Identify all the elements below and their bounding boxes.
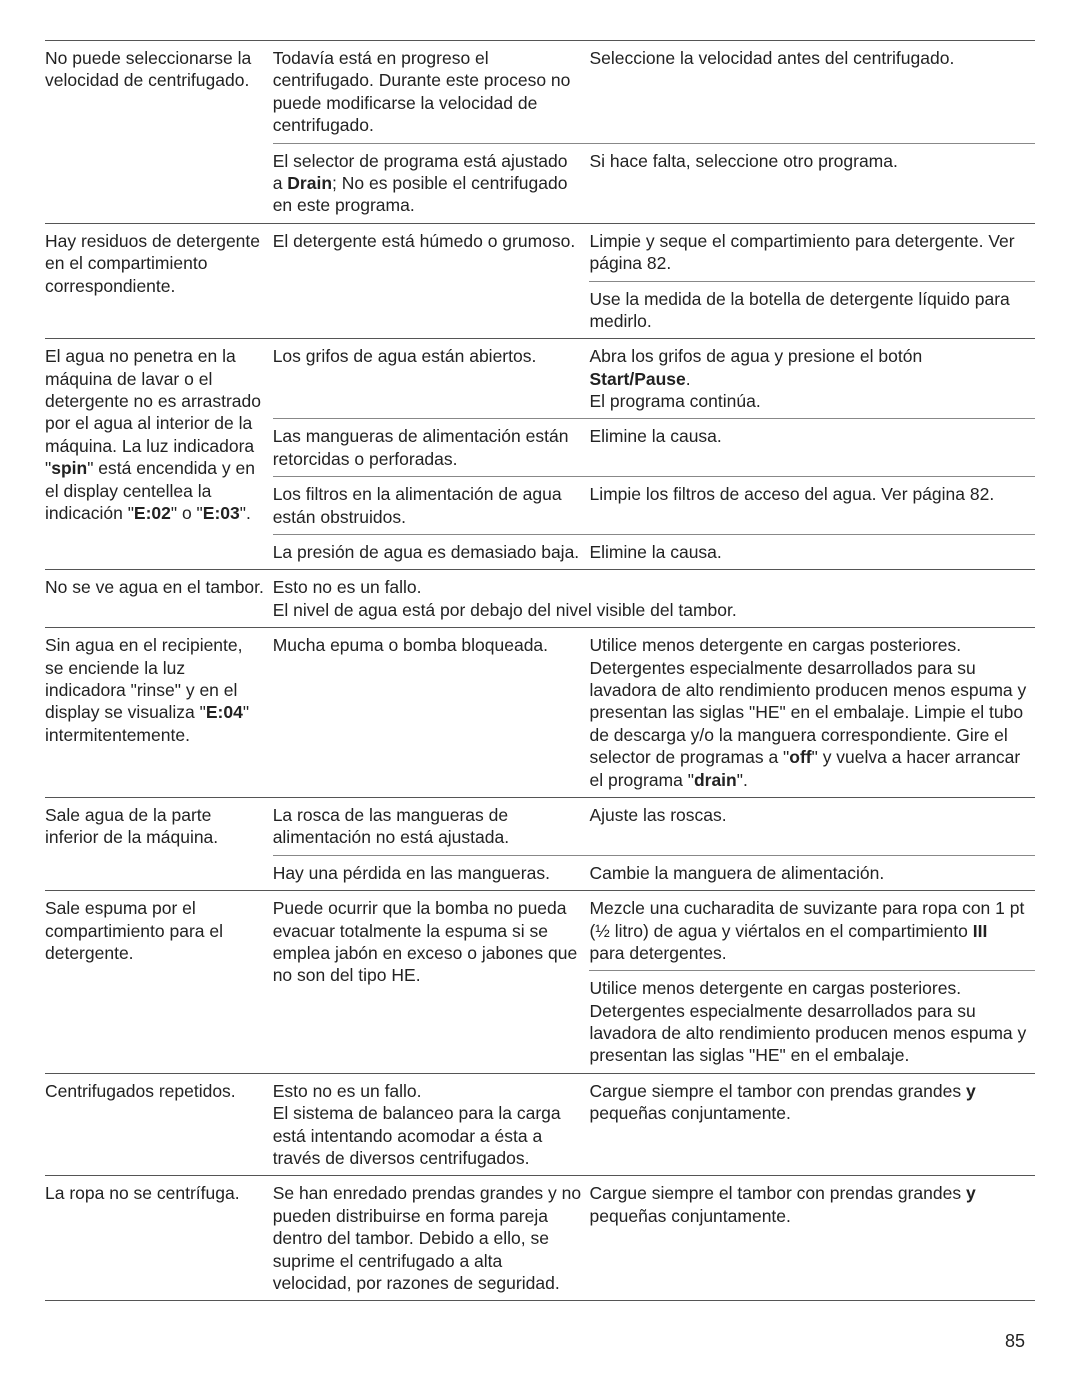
table-row: Sale espuma por el compartimiento para e… [45,891,1035,971]
table-cell: Hay residuos de detergente en el compart… [45,223,273,339]
table-cell: Limpie los filtros de acceso del agua. V… [589,477,1035,535]
page-content: No puede seleccionarse la velocidad de c… [0,0,1080,1301]
table-row: Sale agua de la parte inferior de la máq… [45,797,1035,855]
table-cell: Cambie la manguera de alimentación. [589,855,1035,890]
table-cell: Sin agua en el recipiente, se enciende l… [45,628,273,798]
table-cell: Las mangueras de alimentación están reto… [273,419,590,477]
table-cell: Todavía está en progreso el centrifugado… [273,41,590,144]
table-row: Hay residuos de detergente en el compart… [45,223,1035,281]
table-cell: Seleccione la velocidad antes del centri… [589,41,1035,144]
table-cell: El selector de programa está ajustado a … [273,143,590,223]
table-cell: Use la medida de la botella de detergent… [589,281,1035,339]
page-number: 85 [1005,1331,1025,1352]
table-row: Centrifugados repetidos.Esto no es un fa… [45,1073,1035,1176]
table-cell: El agua no penetra en la máquina de lava… [45,339,273,570]
table-row: La ropa no se centrífuga.Se han enredado… [45,1176,1035,1301]
table-row: No se ve agua en el tambor.Esto no es un… [45,570,1035,628]
table-cell: Los grifos de agua están abiertos. [273,339,590,419]
table-cell: No puede seleccionarse la velocidad de c… [45,41,273,224]
table-cell: La rosca de las mangueras de alimentació… [273,797,590,855]
table-cell: Utilice menos detergente en cargas poste… [589,628,1035,798]
table-cell: Utilice menos detergente en cargas poste… [589,971,1035,1074]
table-cell: Sale agua de la parte inferior de la máq… [45,797,273,890]
table-cell: La presión de agua es demasiado baja. [273,535,590,570]
table-cell: La ropa no se centrífuga. [45,1176,273,1301]
table-cell: Abra los grifos de agua y presione el bo… [589,339,1035,419]
table-cell: Sale espuma por el compartimiento para e… [45,891,273,1074]
troubleshooting-table: No puede seleccionarse la velocidad de c… [45,40,1035,1301]
table-cell: No se ve agua en el tambor. [45,570,273,628]
table-cell: Esto no es un fallo.El sistema de balanc… [273,1073,590,1176]
table-cell: Limpie y seque el compartimiento para de… [589,223,1035,281]
table-row: El agua no penetra en la máquina de lava… [45,339,1035,419]
table-cell: Hay una pérdida en las mangueras. [273,855,590,890]
table-cell: Mucha epuma o bomba bloqueada. [273,628,590,798]
table-row: Sin agua en el recipiente, se enciende l… [45,628,1035,798]
table-cell: Centrifugados repetidos. [45,1073,273,1176]
table-row [45,1301,1035,1302]
table-cell: Mezcle una cucharadita de suvizante para… [589,891,1035,971]
table-cell: Los filtros en la alimentación de agua e… [273,477,590,535]
table-cell: Cargue siempre el tambor con prendas gra… [589,1176,1035,1301]
table-cell: Ajuste las roscas. [589,797,1035,855]
table-cell: El detergente está húmedo o grumoso. [273,223,590,339]
table-cell: Elimine la causa. [589,535,1035,570]
table-cell: Elimine la causa. [589,419,1035,477]
table-cell: Esto no es un fallo.El nivel de agua est… [273,570,1035,628]
table-cell: Si hace falta, seleccione otro programa. [589,143,1035,223]
table-cell: Cargue siempre el tambor con prendas gra… [589,1073,1035,1176]
table-cell: Puede ocurrir que la bomba no pueda evac… [273,891,590,1074]
table-cell: Se han enredado prendas grandes y no pue… [273,1176,590,1301]
table-row: No puede seleccionarse la velocidad de c… [45,41,1035,144]
table-cell [45,1301,1035,1302]
